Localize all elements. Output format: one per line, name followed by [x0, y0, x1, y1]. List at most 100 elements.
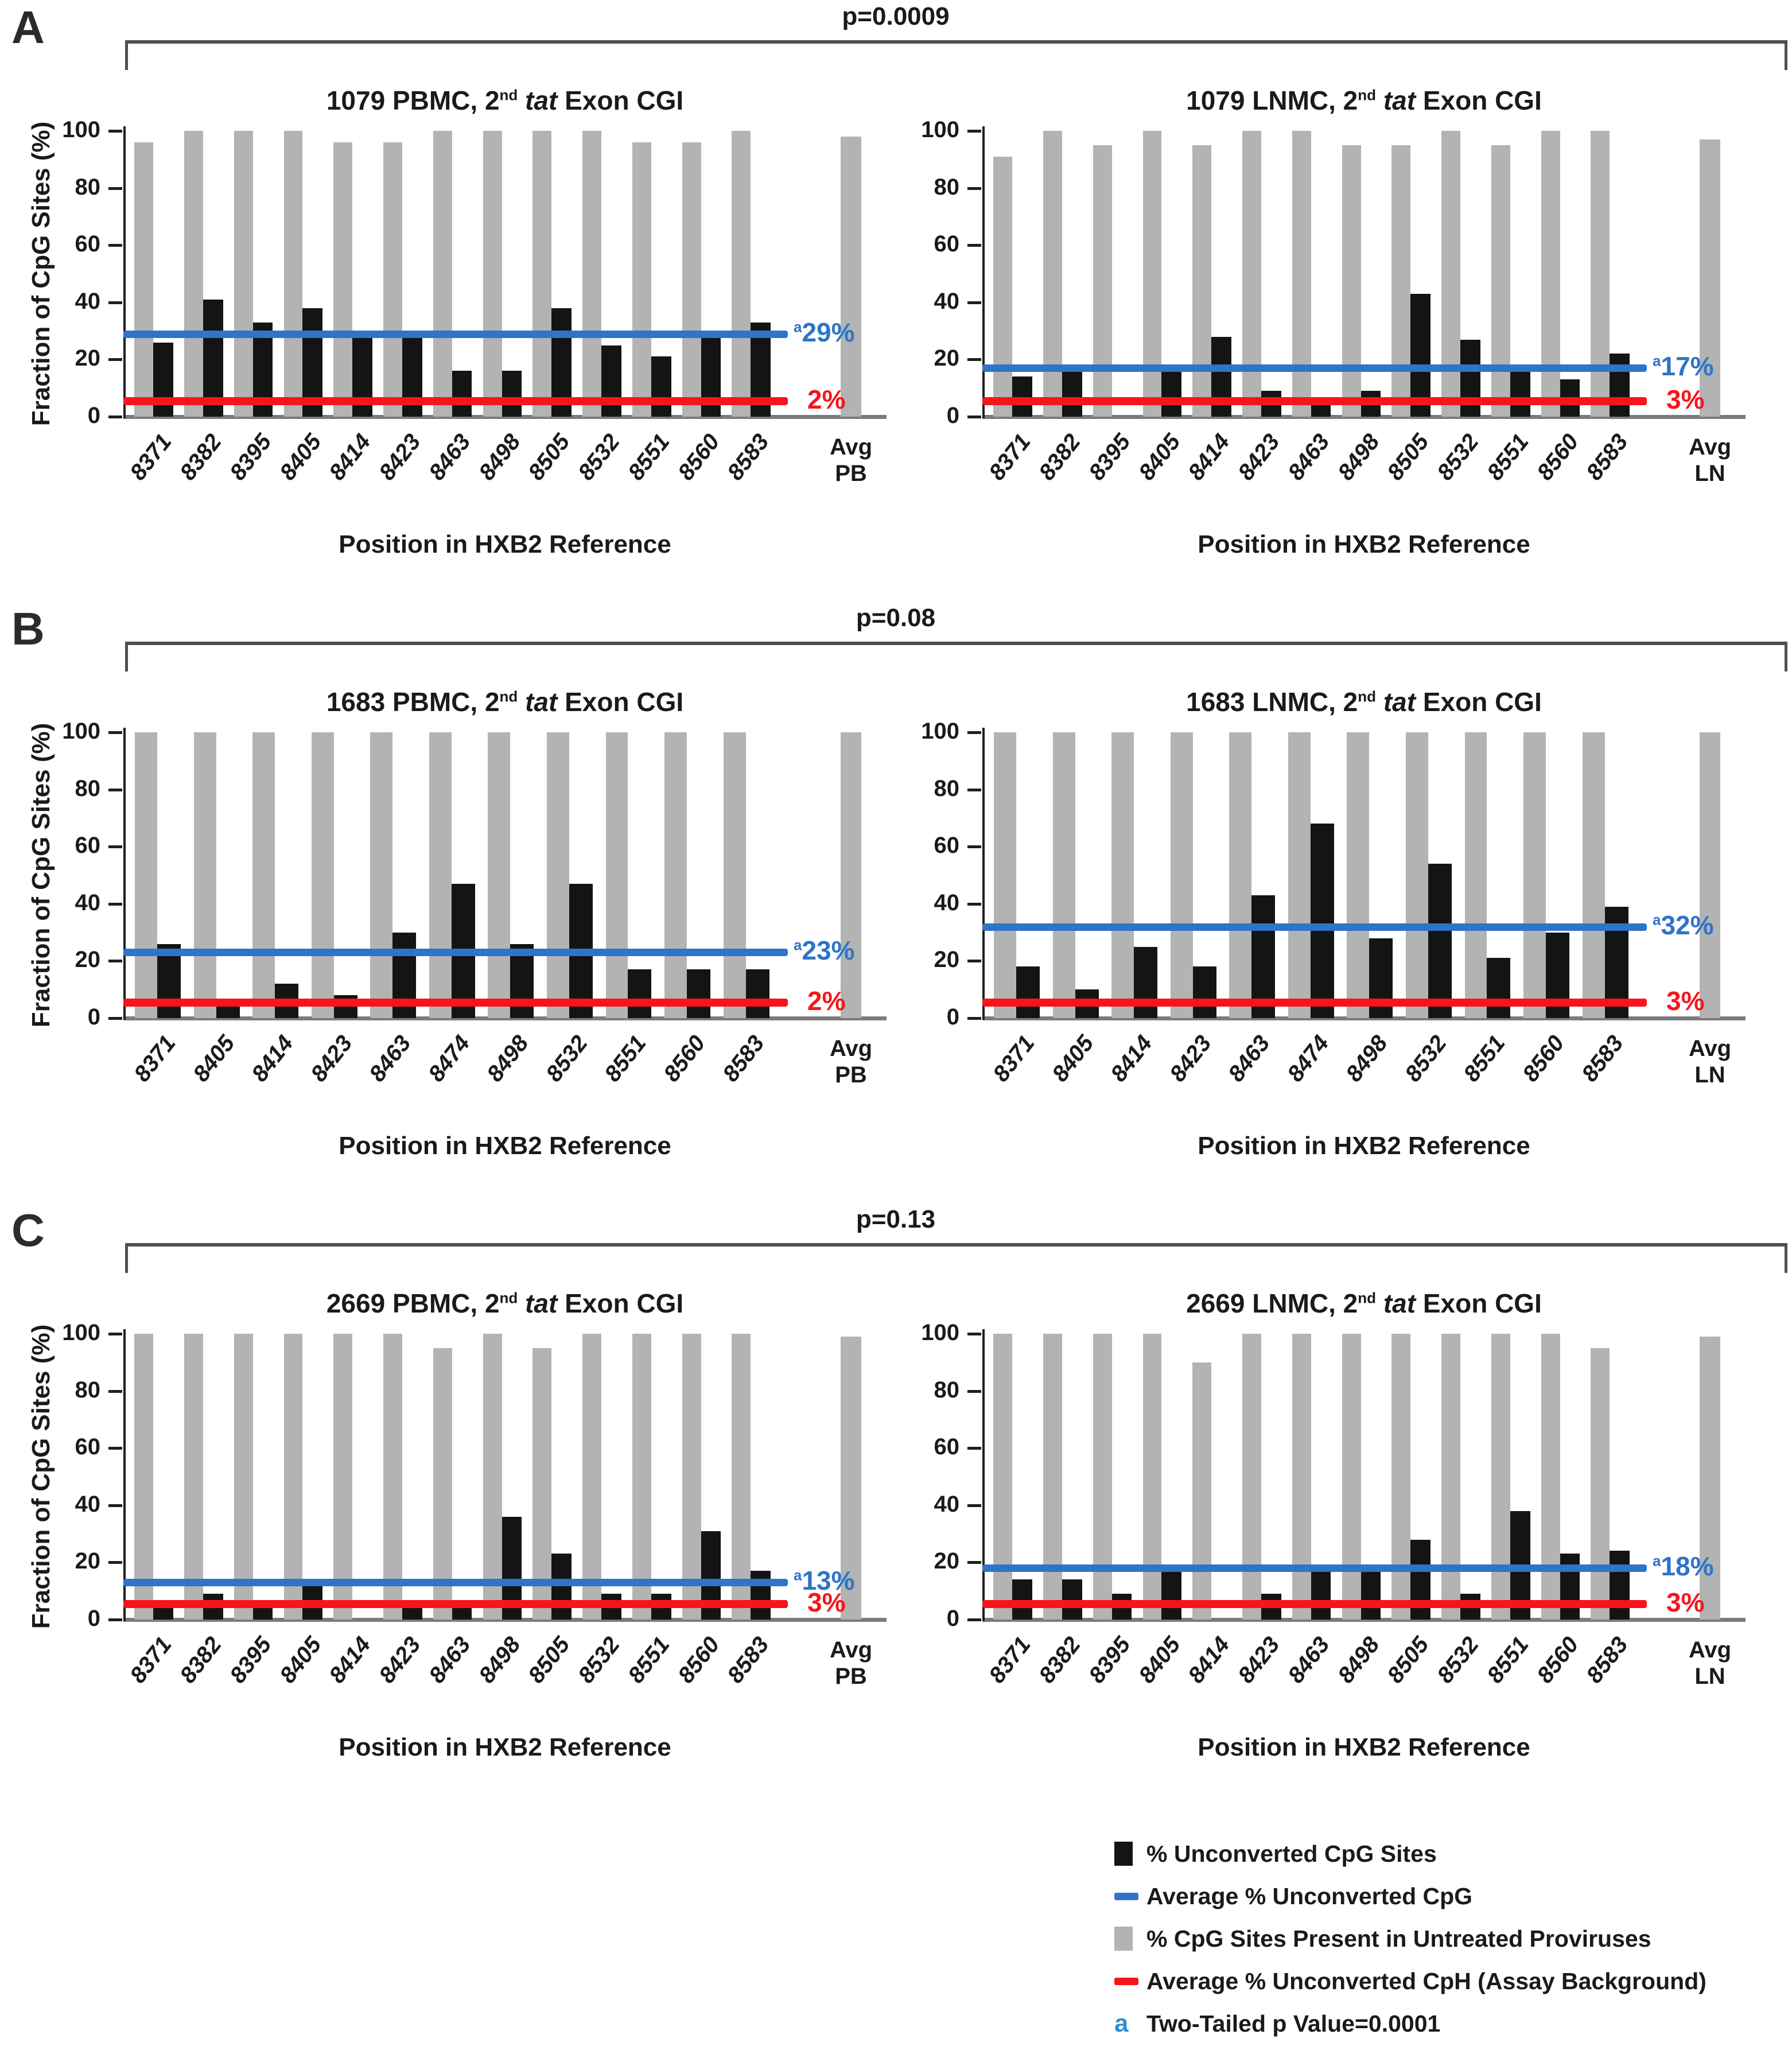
y-tick — [108, 1561, 122, 1564]
x-axis-line — [123, 415, 887, 419]
x-tick-text: 8583 — [722, 429, 775, 486]
x-tick-text: 8505 — [1382, 429, 1435, 486]
avg-label-line: Avg — [829, 1637, 873, 1663]
y-axis-title: Fraction of CpG Sites (%) — [27, 1324, 55, 1629]
y-tick-label: 0 — [87, 1004, 100, 1030]
title-ordinal-sup: nd — [499, 688, 518, 705]
bar-untreated-gray — [682, 142, 701, 417]
bar-unconverted-black — [1360, 1565, 1381, 1620]
bar-untreated-gray — [488, 732, 511, 1018]
legend-item-assay-background: Average % Unconverted CpH (Assay Backgro… — [1114, 1963, 1707, 1999]
bar-unconverted-black — [1310, 824, 1334, 1018]
bar-untreated-gray — [1192, 1362, 1212, 1620]
bar-untreated-gray — [723, 732, 746, 1018]
x-tick-text: 8414 — [1106, 1031, 1157, 1087]
bar-untreated-gray — [1347, 732, 1370, 1018]
assay-background-line — [123, 998, 788, 1007]
avg-axis-label: Avg LN — [1664, 1637, 1756, 1690]
x-tick-text: 8551 — [1482, 1632, 1534, 1688]
y-tick-label: 100 — [62, 117, 100, 142]
x-tick-text: 8560 — [1518, 1031, 1569, 1087]
y-tick — [967, 731, 981, 734]
y-tick — [967, 1561, 981, 1564]
bar-unconverted-black — [153, 342, 173, 417]
bar-unconverted-black — [1192, 966, 1216, 1018]
x-tick-text: 8414 — [1183, 429, 1235, 486]
bar-untreated-gray — [333, 142, 353, 417]
title-text — [518, 687, 525, 717]
y-tick — [108, 1504, 122, 1507]
avg-label-line: PB — [835, 461, 867, 486]
bar-unconverted-black — [1460, 339, 1480, 417]
y-tick-label: 20 — [75, 1548, 101, 1574]
bar-untreated-gray — [1093, 1334, 1112, 1620]
y-tick-label: 60 — [75, 833, 101, 859]
x-tick-text: 8423 — [305, 1031, 357, 1087]
bar-untreated-gray — [1292, 1334, 1311, 1620]
legend-label: Average % Unconverted CpH (Assay Backgro… — [1146, 1967, 1707, 1994]
panel-row-a: A p=0.0009 1079 PBMC, 2nd tat Exon CGI 0 2… — [0, 0, 1792, 601]
bar-unconverted-black — [1251, 895, 1276, 1018]
bar-unconverted-black — [687, 969, 711, 1018]
bar-untreated-gray — [283, 131, 303, 417]
x-tick-text: 8414 — [247, 1031, 298, 1087]
x-tick-text: 8371 — [984, 1632, 1036, 1688]
bar-unconverted-black — [1134, 946, 1158, 1018]
title-text: 2669 PBMC, 2 — [326, 1288, 500, 1318]
title-gene-italic: tat — [1383, 687, 1416, 717]
x-tick-text: 8498 — [473, 429, 526, 486]
title-text — [518, 1288, 525, 1318]
y-tick-label: 100 — [921, 719, 959, 744]
x-tick-text: 8532 — [1432, 429, 1484, 486]
title-text: Exon CGI — [1416, 1288, 1542, 1318]
bar-untreated-gray — [1192, 145, 1212, 417]
assay-background-line — [982, 1599, 1647, 1608]
x-tick-text: 8382 — [175, 1632, 227, 1688]
x-tick-text: 8371 — [125, 429, 177, 486]
x-tick-text: 8395 — [224, 429, 277, 486]
x-tick-text: 8423 — [1164, 1031, 1216, 1087]
x-tick-text: 8382 — [175, 429, 227, 486]
average-unconverted-line — [982, 1564, 1647, 1572]
legend-item-unconverted-cpg: % Unconverted CpG Sites — [1114, 1835, 1437, 1872]
x-tick-text: 8498 — [1332, 1632, 1385, 1688]
y-tick — [108, 416, 122, 418]
y-tick-label: 60 — [75, 1434, 101, 1460]
bar-untreated-gray — [483, 131, 502, 417]
avg-label-line: Avg — [829, 1036, 873, 1061]
bar-untreated-gray — [1342, 145, 1361, 417]
x-tick-text: 8474 — [423, 1031, 475, 1087]
bar-untreated-gray — [1582, 732, 1605, 1018]
y-tick — [108, 1389, 122, 1393]
avg-label-line: PB — [835, 1664, 867, 1689]
x-tick-text: 8583 — [1581, 1632, 1634, 1688]
bar-unconverted-black — [1610, 1551, 1630, 1620]
x-tick-text: 8463 — [423, 429, 476, 486]
assay-background-line — [123, 1599, 788, 1608]
x-tick-text: 8551 — [600, 1031, 652, 1087]
panel-letter: C — [11, 1205, 45, 1256]
bar-untreated-gray — [1052, 732, 1075, 1018]
x-tick-text: 8474 — [1282, 1031, 1334, 1087]
title-text: Exon CGI — [1416, 687, 1542, 717]
bar-untreated-gray — [993, 156, 1013, 417]
x-axis-line — [982, 415, 1746, 419]
x-tick-text: 8583 — [717, 1031, 769, 1087]
bar-avg-untreated — [1700, 1336, 1720, 1620]
y-tick — [108, 358, 122, 362]
footnote-a-icon: a — [1114, 2009, 1129, 2037]
x-tick-text: 8405 — [1047, 1031, 1099, 1087]
y-tick — [108, 187, 122, 190]
y-tick-label: 100 — [921, 1320, 959, 1345]
p-value-label: p=0.0009 — [842, 2, 950, 30]
x-tick-text: 8532 — [1432, 1632, 1484, 1688]
y-tick-label: 40 — [934, 288, 960, 314]
bar-untreated-gray — [1491, 145, 1510, 417]
title-gene-italic: tat — [525, 1288, 558, 1318]
chart-title: 1079 PBMC, 2nd tat Exon CGI — [55, 85, 955, 116]
y-axis-line — [982, 126, 985, 418]
avg-label-line: LN — [1694, 1062, 1725, 1088]
x-tick-text: 8371 — [988, 1031, 1040, 1087]
x-tick-text: 8560 — [673, 1632, 725, 1688]
x-axis-line — [982, 1016, 1746, 1020]
